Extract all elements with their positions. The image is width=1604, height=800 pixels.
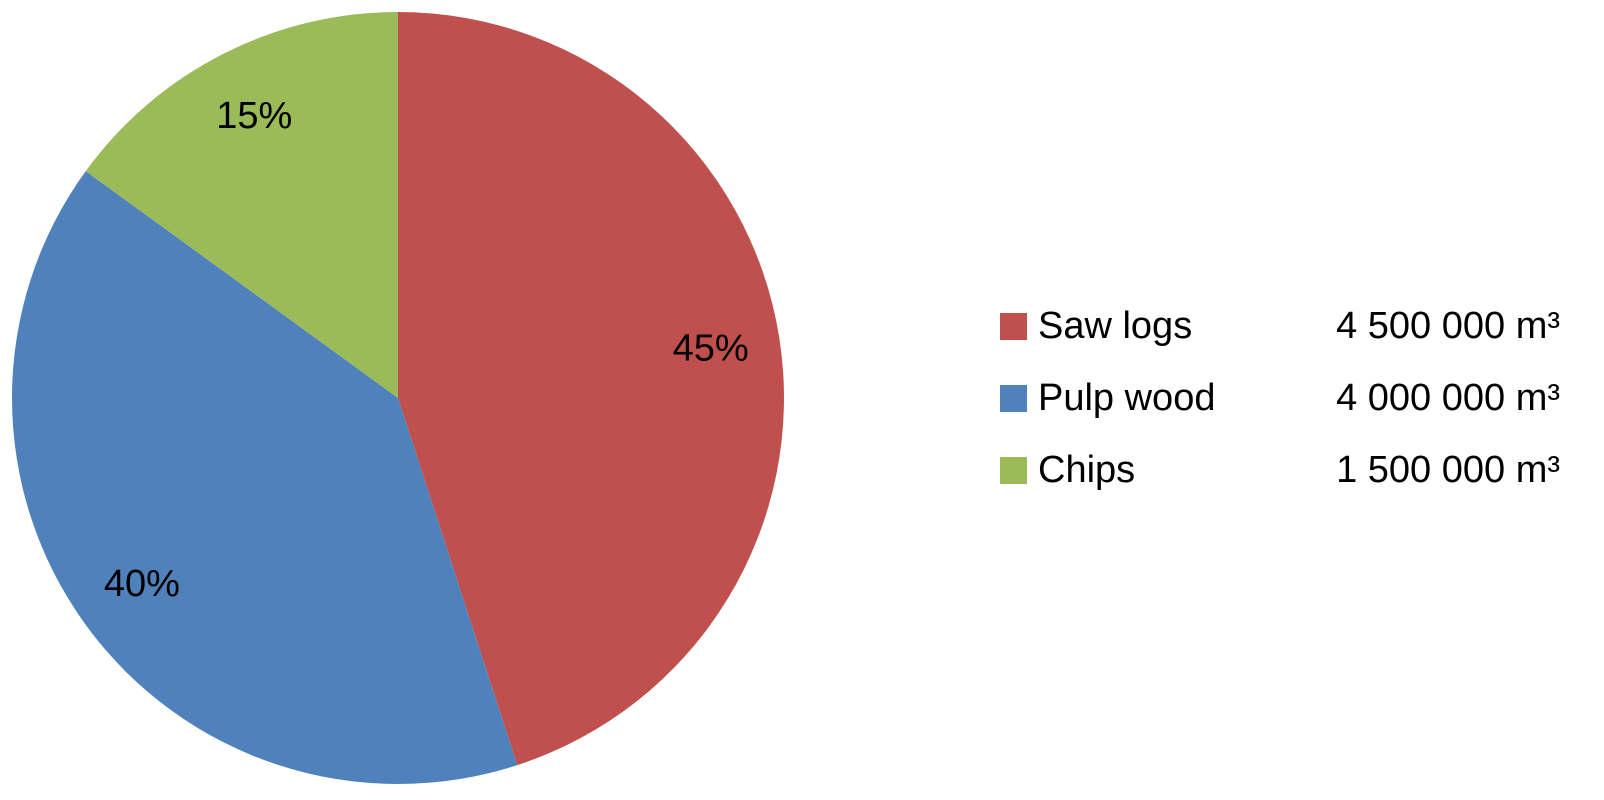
data-label-pulp-wood: 40%: [104, 563, 180, 605]
data-label-chips: 15%: [216, 95, 292, 137]
legend-swatch-saw-logs: [1000, 313, 1027, 340]
data-label-saw-logs: 45%: [673, 327, 749, 369]
legend-item-chips: Chips 1 500 000 m³: [1000, 444, 1600, 516]
pie-slice-chips: [85, 11, 399, 398]
pie-slice-saw-logs: [398, 12, 784, 766]
legend-item-pulp-wood: Pulp wood 4 000 000 m³: [1000, 372, 1600, 444]
legend-label-chips: Chips: [1038, 449, 1136, 491]
pie-data-labels: 45% 40% 15%: [104, 95, 749, 605]
pie-svg: 45% 40% 15%: [12, 11, 784, 785]
legend-label-pulp-wood: Pulp wood: [1038, 377, 1216, 419]
legend-volume-pulp-wood: 4 000 000 m³: [1336, 377, 1560, 419]
legend-item-saw-logs: Saw logs 4 500 000 m³: [1000, 300, 1600, 372]
legend-label-saw-logs: Saw logs: [1038, 305, 1193, 347]
legend-volume-saw-logs: 4 500 000 m³: [1336, 305, 1560, 347]
pie-slice-pulp-wood: [12, 171, 518, 785]
legend-swatch-chips: [1000, 457, 1027, 484]
legend-swatch-pulp-wood: [1000, 385, 1027, 412]
pie-slices: [12, 11, 784, 785]
legend-volume-chips: 1 500 000 m³: [1336, 449, 1560, 491]
legend: Saw logs 4 500 000 m³ Pulp wood 4 000 00…: [1000, 300, 1600, 516]
